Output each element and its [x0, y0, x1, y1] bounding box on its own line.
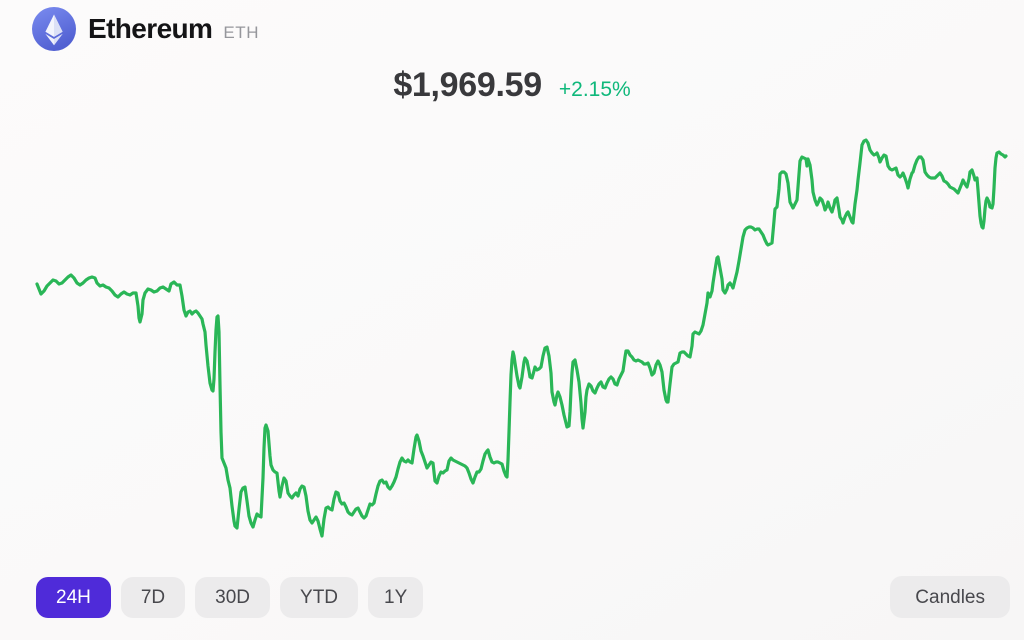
- price-line: [35, 138, 1008, 538]
- coin-ticker: ETH: [223, 23, 260, 42]
- range-button-30d[interactable]: 30D: [195, 577, 271, 618]
- range-button-24h[interactable]: 24H: [36, 577, 111, 618]
- range-button-1y[interactable]: 1Y: [368, 577, 424, 618]
- header: Ethereum ETH: [32, 7, 259, 51]
- range-button-ytd[interactable]: YTD: [280, 577, 359, 618]
- price-change-percent: +2.15%: [558, 78, 631, 101]
- coin-name: Ethereum: [88, 13, 213, 44]
- current-price: $1,969.59: [393, 66, 542, 104]
- price-row: $1,969.59 +2.15%: [0, 66, 1024, 105]
- ethereum-icon: [32, 7, 76, 51]
- range-button-7d[interactable]: 7D: [120, 577, 186, 618]
- title-group: Ethereum ETH: [88, 13, 259, 45]
- candles-toggle-button[interactable]: Candles: [890, 576, 1010, 618]
- time-range-selector: 24H 7D 30D YTD 1Y: [36, 577, 424, 618]
